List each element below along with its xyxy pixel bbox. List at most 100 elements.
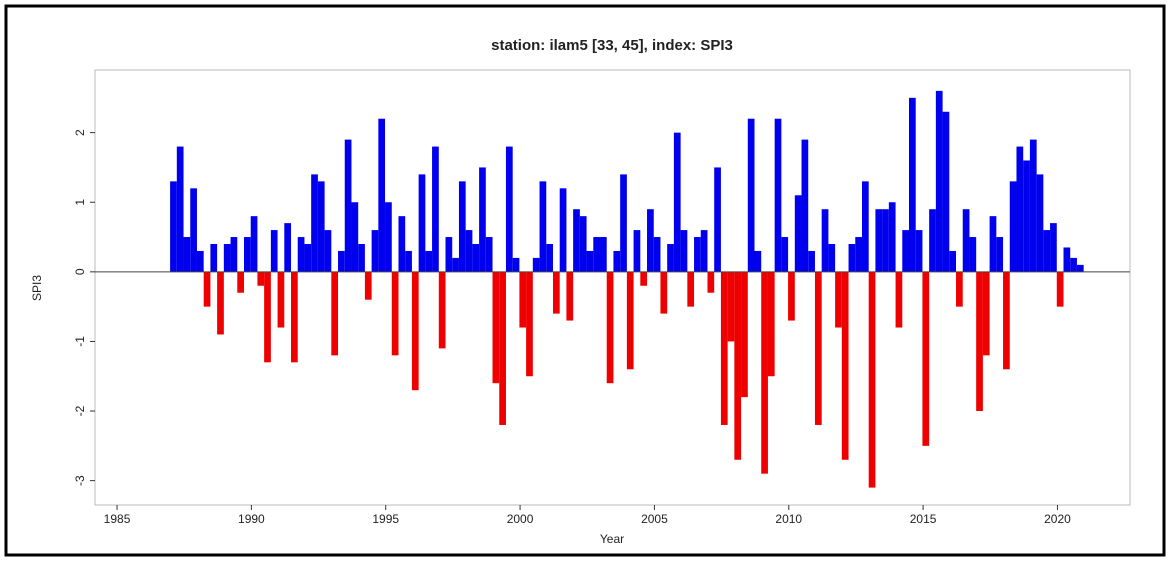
bar: [727, 271, 735, 342]
bar: [465, 230, 473, 272]
x-tick-label: 1995: [372, 512, 399, 526]
bar: [217, 271, 224, 335]
bar: [680, 230, 688, 272]
bar: [391, 271, 399, 356]
bar: [788, 271, 795, 321]
bar: [989, 216, 997, 272]
x-tick-label: 2005: [641, 512, 668, 526]
bar: [929, 209, 936, 272]
bar: [371, 230, 379, 272]
bar: [479, 167, 486, 272]
y-tick-label: -2: [73, 405, 87, 416]
bar: [855, 237, 862, 272]
bar: [270, 230, 278, 272]
bar: [559, 188, 567, 272]
bar: [667, 244, 674, 272]
bar: [398, 216, 406, 272]
bar: [425, 250, 433, 272]
bar: [600, 237, 607, 272]
bar: [875, 209, 883, 272]
bar: [613, 250, 621, 272]
bar: [982, 271, 990, 356]
bar: [861, 181, 869, 272]
bar: [956, 271, 963, 307]
bar: [1070, 257, 1077, 272]
bar: [814, 271, 822, 425]
y-tick-label: -3: [73, 475, 87, 486]
bar: [190, 188, 197, 272]
bar: [264, 271, 271, 363]
bar: [888, 202, 896, 272]
bar: [1056, 271, 1064, 307]
bar: [472, 244, 480, 272]
x-axis-label: Year: [600, 532, 624, 546]
bar: [526, 271, 533, 377]
bar: [304, 244, 312, 272]
bar: [848, 244, 856, 272]
bar: [606, 271, 614, 384]
bar: [767, 271, 775, 377]
bar: [176, 146, 184, 272]
bar: [364, 271, 372, 300]
x-tick-label: 2000: [507, 512, 534, 526]
bar: [512, 257, 520, 272]
x-tick-label: 2015: [910, 512, 937, 526]
bar: [774, 118, 782, 272]
bar: [626, 271, 634, 370]
bar: [566, 271, 574, 321]
bar: [499, 271, 506, 425]
bar: [579, 216, 587, 272]
bar: [230, 237, 238, 272]
bar: [1036, 174, 1044, 272]
bar: [1029, 139, 1037, 272]
bar: [714, 167, 721, 272]
bar: [949, 250, 957, 272]
bar: [291, 271, 298, 363]
bar: [761, 271, 768, 474]
bar: [405, 250, 412, 272]
bar: [573, 209, 580, 272]
bar: [1023, 160, 1030, 272]
bar: [210, 244, 218, 272]
bar: [660, 271, 668, 314]
bar: [183, 237, 191, 272]
bar: [438, 271, 446, 349]
bar: [653, 237, 661, 272]
bar: [915, 230, 923, 272]
bar: [647, 209, 654, 272]
bar: [808, 250, 815, 272]
bar: [935, 90, 943, 272]
bar: [297, 237, 305, 272]
bar: [969, 237, 977, 272]
bar: [492, 271, 500, 384]
bar: [237, 271, 244, 293]
y-tick-label: 1: [73, 199, 87, 206]
bar: [835, 271, 842, 328]
bar: [707, 271, 715, 293]
bar: [586, 250, 594, 272]
x-tick-label: 2020: [1044, 512, 1071, 526]
bar: [1009, 181, 1017, 272]
bar: [593, 237, 601, 272]
bar: [1063, 247, 1071, 272]
y-tick-label: 2: [73, 129, 87, 136]
bar: [620, 174, 627, 272]
bar: [1003, 271, 1010, 370]
bar: [311, 174, 318, 272]
x-tick-label: 1985: [104, 512, 131, 526]
bar: [324, 230, 332, 272]
bar: [821, 209, 829, 272]
bar: [1043, 230, 1051, 272]
bar: [331, 271, 339, 356]
bar: [505, 146, 513, 272]
bar: [358, 244, 365, 272]
bar: [1016, 146, 1024, 272]
bar: [734, 271, 742, 460]
bar: [385, 202, 392, 272]
bar: [338, 250, 345, 272]
bar: [801, 139, 809, 272]
bar: [741, 271, 748, 398]
bar: [546, 244, 553, 272]
bar: [694, 237, 701, 272]
